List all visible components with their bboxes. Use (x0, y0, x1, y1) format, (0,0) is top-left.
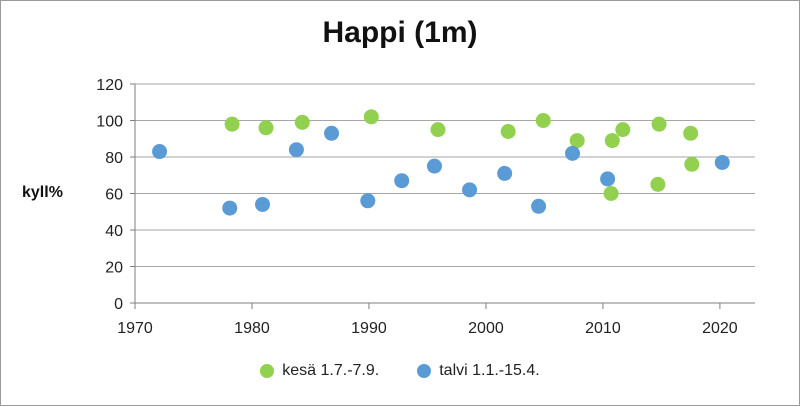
y-axis-label: kyll% (22, 184, 63, 201)
legend: kesä 1.7.-7.9. talvi 1.1.-15.4. (0, 362, 800, 380)
data-point-s1-11 (565, 145, 581, 161)
x-tick-label-2010: 2010 (585, 320, 621, 337)
data-point-s0-0 (224, 116, 240, 132)
y-tick-label-100: 100 (96, 114, 123, 131)
y-tick-label-40: 40 (105, 223, 123, 240)
data-point-s1-7 (426, 158, 442, 174)
data-point-s1-8 (462, 182, 478, 198)
data-point-s1-6 (394, 173, 410, 189)
legend-swatch-summer (260, 364, 275, 378)
x-tick-label-1980: 1980 (234, 320, 270, 337)
data-point-s0-1 (258, 120, 274, 136)
data-point-s1-3 (288, 142, 304, 158)
data-point-s0-7 (569, 133, 585, 149)
data-point-s0-9 (604, 133, 620, 149)
x-tick-label-2000: 2000 (468, 320, 504, 337)
data-point-s0-10 (615, 122, 631, 138)
data-point-s0-12 (651, 116, 667, 132)
data-point-s0-5 (500, 123, 516, 139)
legend-swatch-winter (417, 364, 432, 378)
data-point-s0-14 (684, 156, 700, 172)
data-point-s0-11 (650, 176, 666, 192)
legend-item-winter: talvi 1.1.-15.4. (417, 362, 540, 380)
y-tick-label-0: 0 (114, 296, 123, 313)
data-point-s0-3 (363, 109, 379, 125)
y-tick-label-60: 60 (105, 187, 123, 204)
legend-label-summer: kesä 1.7.-7.9. (282, 362, 380, 379)
data-point-s1-5 (360, 193, 376, 209)
data-point-s0-13 (683, 125, 699, 141)
chart-title: Happi (1m) (322, 16, 478, 49)
data-point-s0-4 (430, 122, 446, 138)
data-point-s1-0 (152, 144, 168, 160)
x-tick-label-2020: 2020 (702, 320, 738, 337)
data-point-s0-8 (603, 186, 619, 201)
x-tick-label-1970: 1970 (117, 320, 153, 337)
y-tick-label-80: 80 (105, 150, 123, 167)
x-tick-label-1990: 1990 (351, 320, 387, 337)
legend-label-winter: talvi 1.1.-15.4. (439, 362, 540, 379)
data-point-s1-1 (222, 200, 238, 216)
data-point-s1-4 (324, 125, 340, 141)
data-point-s1-10 (531, 198, 547, 214)
data-point-s0-2 (294, 114, 310, 130)
data-point-s1-2 (255, 196, 271, 212)
data-point-s1-9 (497, 165, 513, 181)
data-point-s1-12 (600, 171, 616, 187)
legend-item-summer: kesä 1.7.-7.9. (260, 362, 379, 380)
data-point-s1-13 (714, 154, 730, 170)
data-point-s0-6 (535, 113, 551, 128)
y-tick-label-20: 20 (105, 260, 123, 277)
y-tick-label-120: 120 (96, 77, 123, 94)
